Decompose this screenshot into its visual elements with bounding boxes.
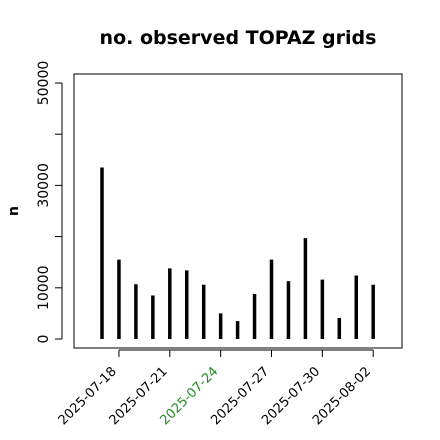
y-tick-label: 0 — [36, 335, 52, 344]
y-axis-label: n — [6, 206, 22, 216]
y-tick-label: 30000 — [36, 163, 52, 208]
x-axis: 2025-07-182025-07-212025-07-242025-07-27… — [56, 349, 374, 428]
bars — [100, 167, 375, 339]
y-tick-label: 10000 — [36, 266, 52, 311]
y-tick-label: 50000 — [36, 61, 52, 106]
chart-title: no. observed TOPAZ grids — [100, 27, 377, 49]
y-axis: 0 10000 30000 50000 — [36, 61, 63, 344]
plot-frame — [73, 73, 403, 349]
